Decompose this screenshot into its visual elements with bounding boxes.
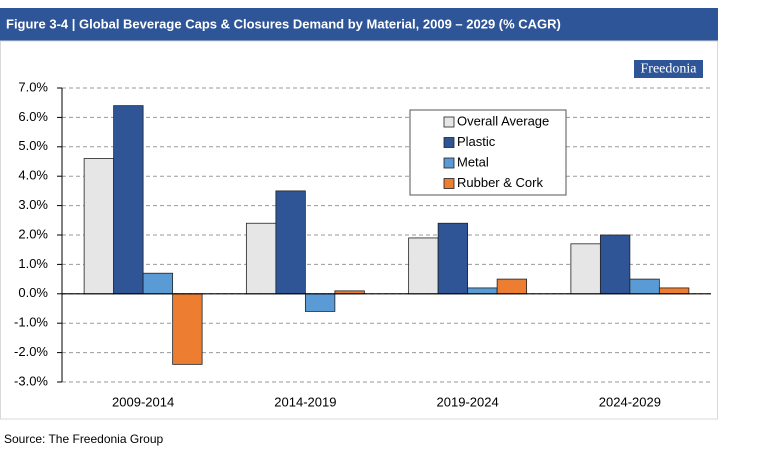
bar (467, 287, 498, 295)
y-tick-label: 2.0% (18, 226, 48, 241)
y-tick-label: 7.0% (18, 79, 48, 94)
bar (142, 272, 174, 295)
logo-box (634, 60, 703, 78)
bar (599, 234, 631, 295)
y-tick-label: 0.0% (18, 285, 48, 300)
source-note: Source: The Freedonia Group (4, 432, 164, 446)
legend-label: Metal (457, 154, 489, 169)
y-tick-label: 1.0% (18, 256, 48, 271)
bar (113, 105, 144, 295)
legend-box (409, 109, 567, 196)
x-tick-label: 2024-2029 (599, 394, 661, 409)
chart-title: Figure 3-4 | Global Beverage Caps & Clos… (6, 16, 561, 31)
chart-frame (0, 40, 718, 420)
x-tick-label: 2014-2019 (274, 394, 336, 409)
y-tick-label: 3.0% (18, 197, 48, 212)
legend-label: Rubber & Cork (457, 175, 543, 190)
bar (275, 190, 306, 295)
legend-swatch (443, 157, 455, 169)
y-tick-label: -1.0% (14, 315, 48, 330)
y-tick-label: -3.0% (14, 373, 48, 388)
legend-swatch (443, 137, 455, 148)
y-tick-label: 5.0% (18, 138, 48, 153)
legend-swatch (443, 178, 455, 189)
bar (245, 222, 277, 295)
bar (408, 237, 439, 295)
bar (172, 293, 203, 365)
y-tick-label: 4.0% (18, 168, 48, 183)
y-tick-label: 6.0% (18, 109, 48, 124)
bar (437, 222, 469, 295)
logo: Freedonia (641, 62, 698, 77)
bar (496, 278, 528, 295)
bar (83, 158, 115, 295)
legend-label: Overall Average (457, 113, 549, 128)
bar (304, 293, 336, 312)
y-tick-label: -2.0% (14, 344, 48, 359)
bar (570, 243, 601, 295)
legend-label: Plastic (457, 134, 496, 149)
legend-swatch (443, 116, 455, 128)
x-tick-label: 2019-2024 (437, 394, 499, 409)
title-bar (0, 8, 718, 41)
bar (658, 287, 690, 295)
bar (629, 278, 660, 295)
x-tick-label: 2009-2014 (112, 394, 174, 409)
